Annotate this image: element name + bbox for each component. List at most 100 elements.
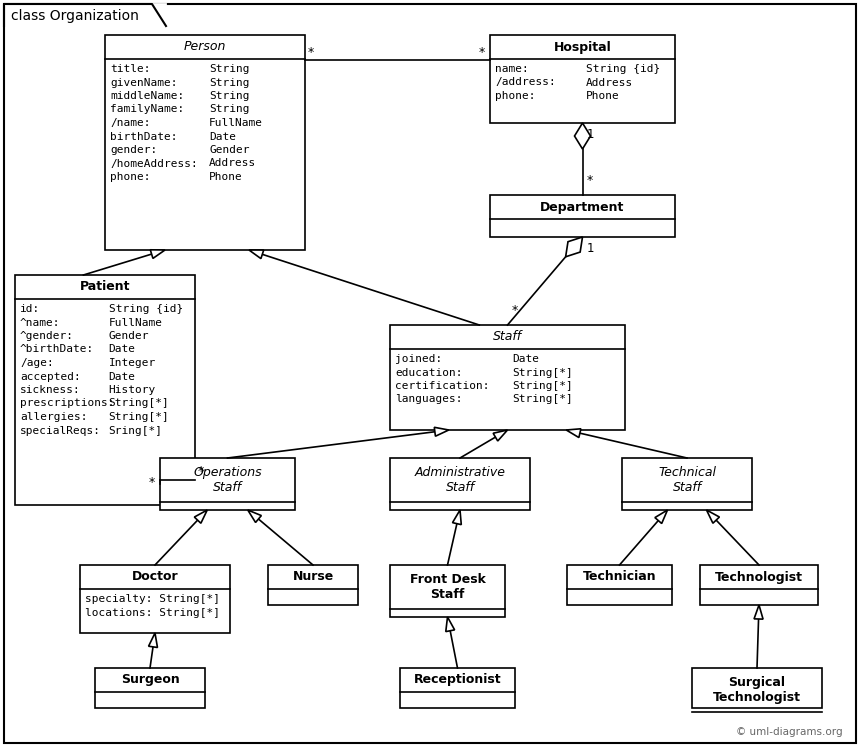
Text: gender:: gender: (110, 145, 157, 155)
Text: familyName:: familyName: (110, 105, 184, 114)
Text: allergies:: allergies: (20, 412, 88, 422)
Text: phone:: phone: (110, 172, 150, 182)
Text: String[*]: String[*] (513, 381, 573, 391)
Text: /address:: /address: (495, 78, 556, 87)
Text: Integer: Integer (108, 358, 156, 368)
Bar (390, 565, 505, 617)
Text: class Organization: class Organization (11, 9, 138, 23)
Bar (95, 668, 205, 708)
Text: specialty: String[*]: specialty: String[*] (85, 594, 220, 604)
Bar (390, 458, 530, 510)
Bar (390, 325, 625, 430)
Text: /age:: /age: (20, 358, 53, 368)
Text: String: String (209, 91, 249, 101)
Bar (567, 565, 672, 605)
Text: languages:: languages: (395, 394, 463, 404)
Bar (700, 565, 818, 605)
Text: Technical
Staff: Technical Staff (658, 466, 716, 494)
Bar (160, 458, 295, 510)
Text: id:: id: (20, 304, 40, 314)
Polygon shape (574, 123, 591, 149)
Polygon shape (248, 510, 261, 522)
Text: specialReqs:: specialReqs: (20, 426, 101, 436)
Text: Phone: Phone (587, 91, 620, 101)
Text: FullName: FullName (108, 317, 163, 327)
Text: certification:: certification: (395, 381, 489, 391)
Bar (80, 565, 230, 633)
Bar (15, 275, 195, 505)
Text: /homeAddress:: /homeAddress: (110, 158, 198, 169)
Text: Sring[*]: Sring[*] (108, 426, 163, 436)
Text: name:: name: (495, 64, 529, 74)
Text: 1: 1 (587, 128, 594, 141)
Polygon shape (194, 510, 207, 523)
Text: String {id}: String {id} (587, 64, 660, 74)
Text: 1: 1 (587, 242, 594, 255)
Text: String[*]: String[*] (108, 398, 169, 409)
Bar (268, 565, 358, 605)
Text: History: History (108, 385, 156, 395)
Text: String[*]: String[*] (108, 412, 169, 422)
Polygon shape (150, 249, 165, 258)
Text: Gender: Gender (108, 331, 149, 341)
Text: education:: education: (395, 368, 463, 377)
Text: Address: Address (587, 78, 634, 87)
Text: Receptionist: Receptionist (414, 674, 501, 686)
Bar (105, 35, 305, 250)
Text: Person: Person (184, 40, 226, 54)
Text: locations: String[*]: locations: String[*] (85, 607, 220, 618)
Text: birthDate:: birthDate: (110, 131, 177, 141)
Polygon shape (493, 430, 507, 441)
Bar (490, 35, 675, 123)
Text: Department: Department (540, 200, 624, 214)
Text: String: String (209, 105, 249, 114)
Text: String: String (209, 78, 249, 87)
Bar (490, 195, 675, 237)
Text: Date: Date (108, 371, 136, 382)
Text: *: * (479, 46, 485, 59)
Bar (692, 668, 822, 708)
Polygon shape (149, 633, 157, 648)
Text: *: * (512, 304, 518, 317)
Text: String[*]: String[*] (513, 368, 573, 377)
Polygon shape (434, 427, 449, 436)
Text: FullName: FullName (209, 118, 263, 128)
Text: String {id}: String {id} (108, 304, 183, 314)
Text: Front Desk
Staff: Front Desk Staff (409, 573, 485, 601)
Text: *: * (149, 476, 156, 489)
Text: *: * (587, 174, 593, 187)
Polygon shape (754, 605, 763, 619)
Text: Administrative
Staff: Administrative Staff (415, 466, 506, 494)
Text: title:: title: (110, 64, 150, 74)
Text: Gender: Gender (209, 145, 249, 155)
Text: middleName:: middleName: (110, 91, 184, 101)
Text: *: * (198, 465, 205, 478)
Text: Surgical
Technologist: Surgical Technologist (713, 676, 801, 704)
Text: Date: Date (209, 131, 236, 141)
Text: Address: Address (209, 158, 256, 169)
Text: /name:: /name: (110, 118, 150, 128)
Polygon shape (566, 429, 580, 438)
Text: ^name:: ^name: (20, 317, 60, 327)
Polygon shape (249, 250, 264, 258)
Text: ^gender:: ^gender: (20, 331, 74, 341)
Text: phone:: phone: (495, 91, 536, 101)
Polygon shape (707, 510, 720, 523)
Text: accepted:: accepted: (20, 371, 81, 382)
Text: sickness:: sickness: (20, 385, 81, 395)
Text: givenName:: givenName: (110, 78, 177, 87)
Polygon shape (566, 237, 582, 257)
Text: Staff: Staff (493, 330, 522, 344)
Text: Date: Date (513, 354, 539, 364)
Text: String[*]: String[*] (513, 394, 573, 404)
Text: *: * (308, 46, 314, 59)
Text: Patient: Patient (80, 281, 130, 294)
Text: Technologist: Technologist (715, 571, 803, 583)
Bar (400, 668, 515, 708)
Text: ^birthDate:: ^birthDate: (20, 344, 95, 355)
Polygon shape (445, 617, 455, 632)
Text: Nurse: Nurse (292, 571, 334, 583)
Polygon shape (452, 510, 461, 524)
Text: Doctor: Doctor (132, 571, 178, 583)
Text: Hospital: Hospital (554, 40, 611, 54)
